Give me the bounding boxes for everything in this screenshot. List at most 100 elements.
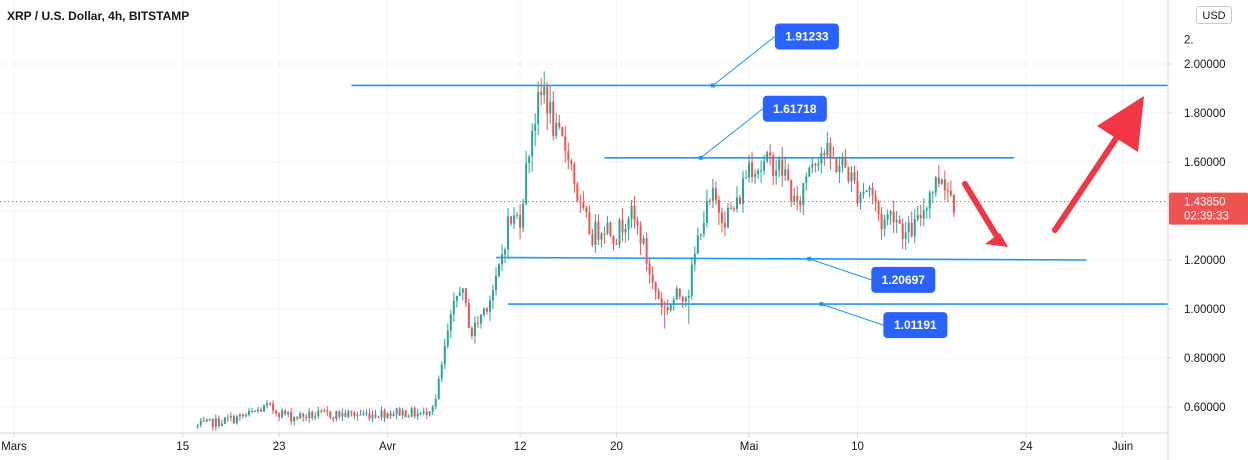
candle-body <box>811 164 814 168</box>
callout-leader <box>821 303 884 326</box>
candle-body <box>907 222 910 233</box>
price-tick-label: 1.20000 <box>1184 255 1226 267</box>
candle-body <box>491 290 494 301</box>
candle-body <box>648 263 651 275</box>
candle-body <box>464 288 467 303</box>
candle-body <box>772 155 775 176</box>
candle-body <box>678 288 681 297</box>
price-axis-bg <box>1168 0 1248 460</box>
candle-body <box>362 413 365 415</box>
candle-body <box>606 222 609 234</box>
time-tick-label: 23 <box>273 441 286 453</box>
candle-body <box>699 233 702 236</box>
candle-body <box>513 215 516 224</box>
candle-body <box>799 200 802 205</box>
candle-body <box>702 222 705 234</box>
candle-body <box>931 192 934 194</box>
candle-body <box>241 414 244 417</box>
candle-body <box>452 300 455 315</box>
candle-body <box>868 187 871 191</box>
candle-body <box>621 219 624 233</box>
time-tick-label: Juin <box>1112 441 1133 453</box>
candle-body <box>624 229 627 233</box>
candle-body <box>437 378 440 400</box>
candle-body <box>232 416 235 424</box>
candle-body <box>708 200 711 202</box>
candle-body <box>278 413 281 418</box>
level-label: 1.01191 <box>894 318 937 332</box>
candle-body <box>690 264 693 296</box>
candle-body <box>802 183 805 205</box>
candle-body <box>461 288 464 293</box>
candle-body <box>748 162 751 178</box>
candle-body <box>952 195 955 213</box>
candle-body <box>705 200 708 223</box>
candle-body <box>919 214 922 219</box>
candle-body <box>865 190 868 192</box>
candle-body <box>341 412 344 417</box>
candle-body <box>531 130 534 157</box>
candle-body <box>853 172 856 181</box>
candle-body <box>835 158 838 172</box>
candle-body <box>585 208 588 213</box>
candle-body <box>898 219 901 224</box>
candle-body <box>720 212 723 223</box>
currency-selector[interactable]: USD <box>1196 6 1232 24</box>
candle-body <box>711 188 714 201</box>
candle-body <box>359 414 362 416</box>
candle-body <box>672 299 675 305</box>
candle-body <box>684 297 687 302</box>
candle-body <box>937 177 940 184</box>
candle-body <box>742 178 745 204</box>
candle-body <box>371 414 374 419</box>
candle-body <box>775 170 778 176</box>
candle-body <box>573 163 576 184</box>
level-line <box>495 256 1087 261</box>
candle-body <box>431 406 434 412</box>
candle-body <box>257 409 260 412</box>
price-tick-label: 0.60000 <box>1184 402 1226 414</box>
candle-body <box>380 410 383 418</box>
candle-body <box>949 190 952 196</box>
candle-body <box>470 327 473 337</box>
candle-body <box>681 296 684 302</box>
candle-body <box>567 150 570 161</box>
candle-body <box>778 159 781 171</box>
candle-body <box>377 416 380 418</box>
candle-body <box>202 420 205 422</box>
candle-body <box>829 142 832 158</box>
candle-body <box>269 403 272 405</box>
candle-body <box>263 405 266 412</box>
candle-body <box>290 412 293 422</box>
candle-body <box>540 91 543 95</box>
candle-body <box>871 187 874 196</box>
candle-body <box>597 221 600 240</box>
candle-body <box>482 308 485 315</box>
candle-body <box>308 411 311 418</box>
candle-body <box>609 222 612 236</box>
candle-body <box>603 233 606 235</box>
candle-body <box>591 234 594 245</box>
time-tick-label: Mai <box>740 441 759 453</box>
grid <box>0 0 1168 433</box>
candle-countdown: 02:39:33 <box>1184 211 1229 223</box>
candle-body <box>766 152 769 162</box>
candle-body <box>446 330 449 346</box>
time-tick-label: 20 <box>610 441 623 453</box>
level-label: 1.61718 <box>773 102 817 116</box>
candle-body <box>612 235 615 244</box>
candle-body <box>546 86 549 114</box>
candles <box>196 71 955 431</box>
candle-body <box>344 412 347 417</box>
candle-body <box>781 159 784 176</box>
candle-body <box>636 220 639 226</box>
candle-body <box>729 207 732 209</box>
candle-body <box>495 276 497 291</box>
candle-body <box>877 201 880 215</box>
candle-body <box>594 221 597 245</box>
candle-body <box>841 157 844 166</box>
candle-body <box>844 157 847 168</box>
candle-body <box>588 212 591 235</box>
candle-body <box>485 308 488 312</box>
